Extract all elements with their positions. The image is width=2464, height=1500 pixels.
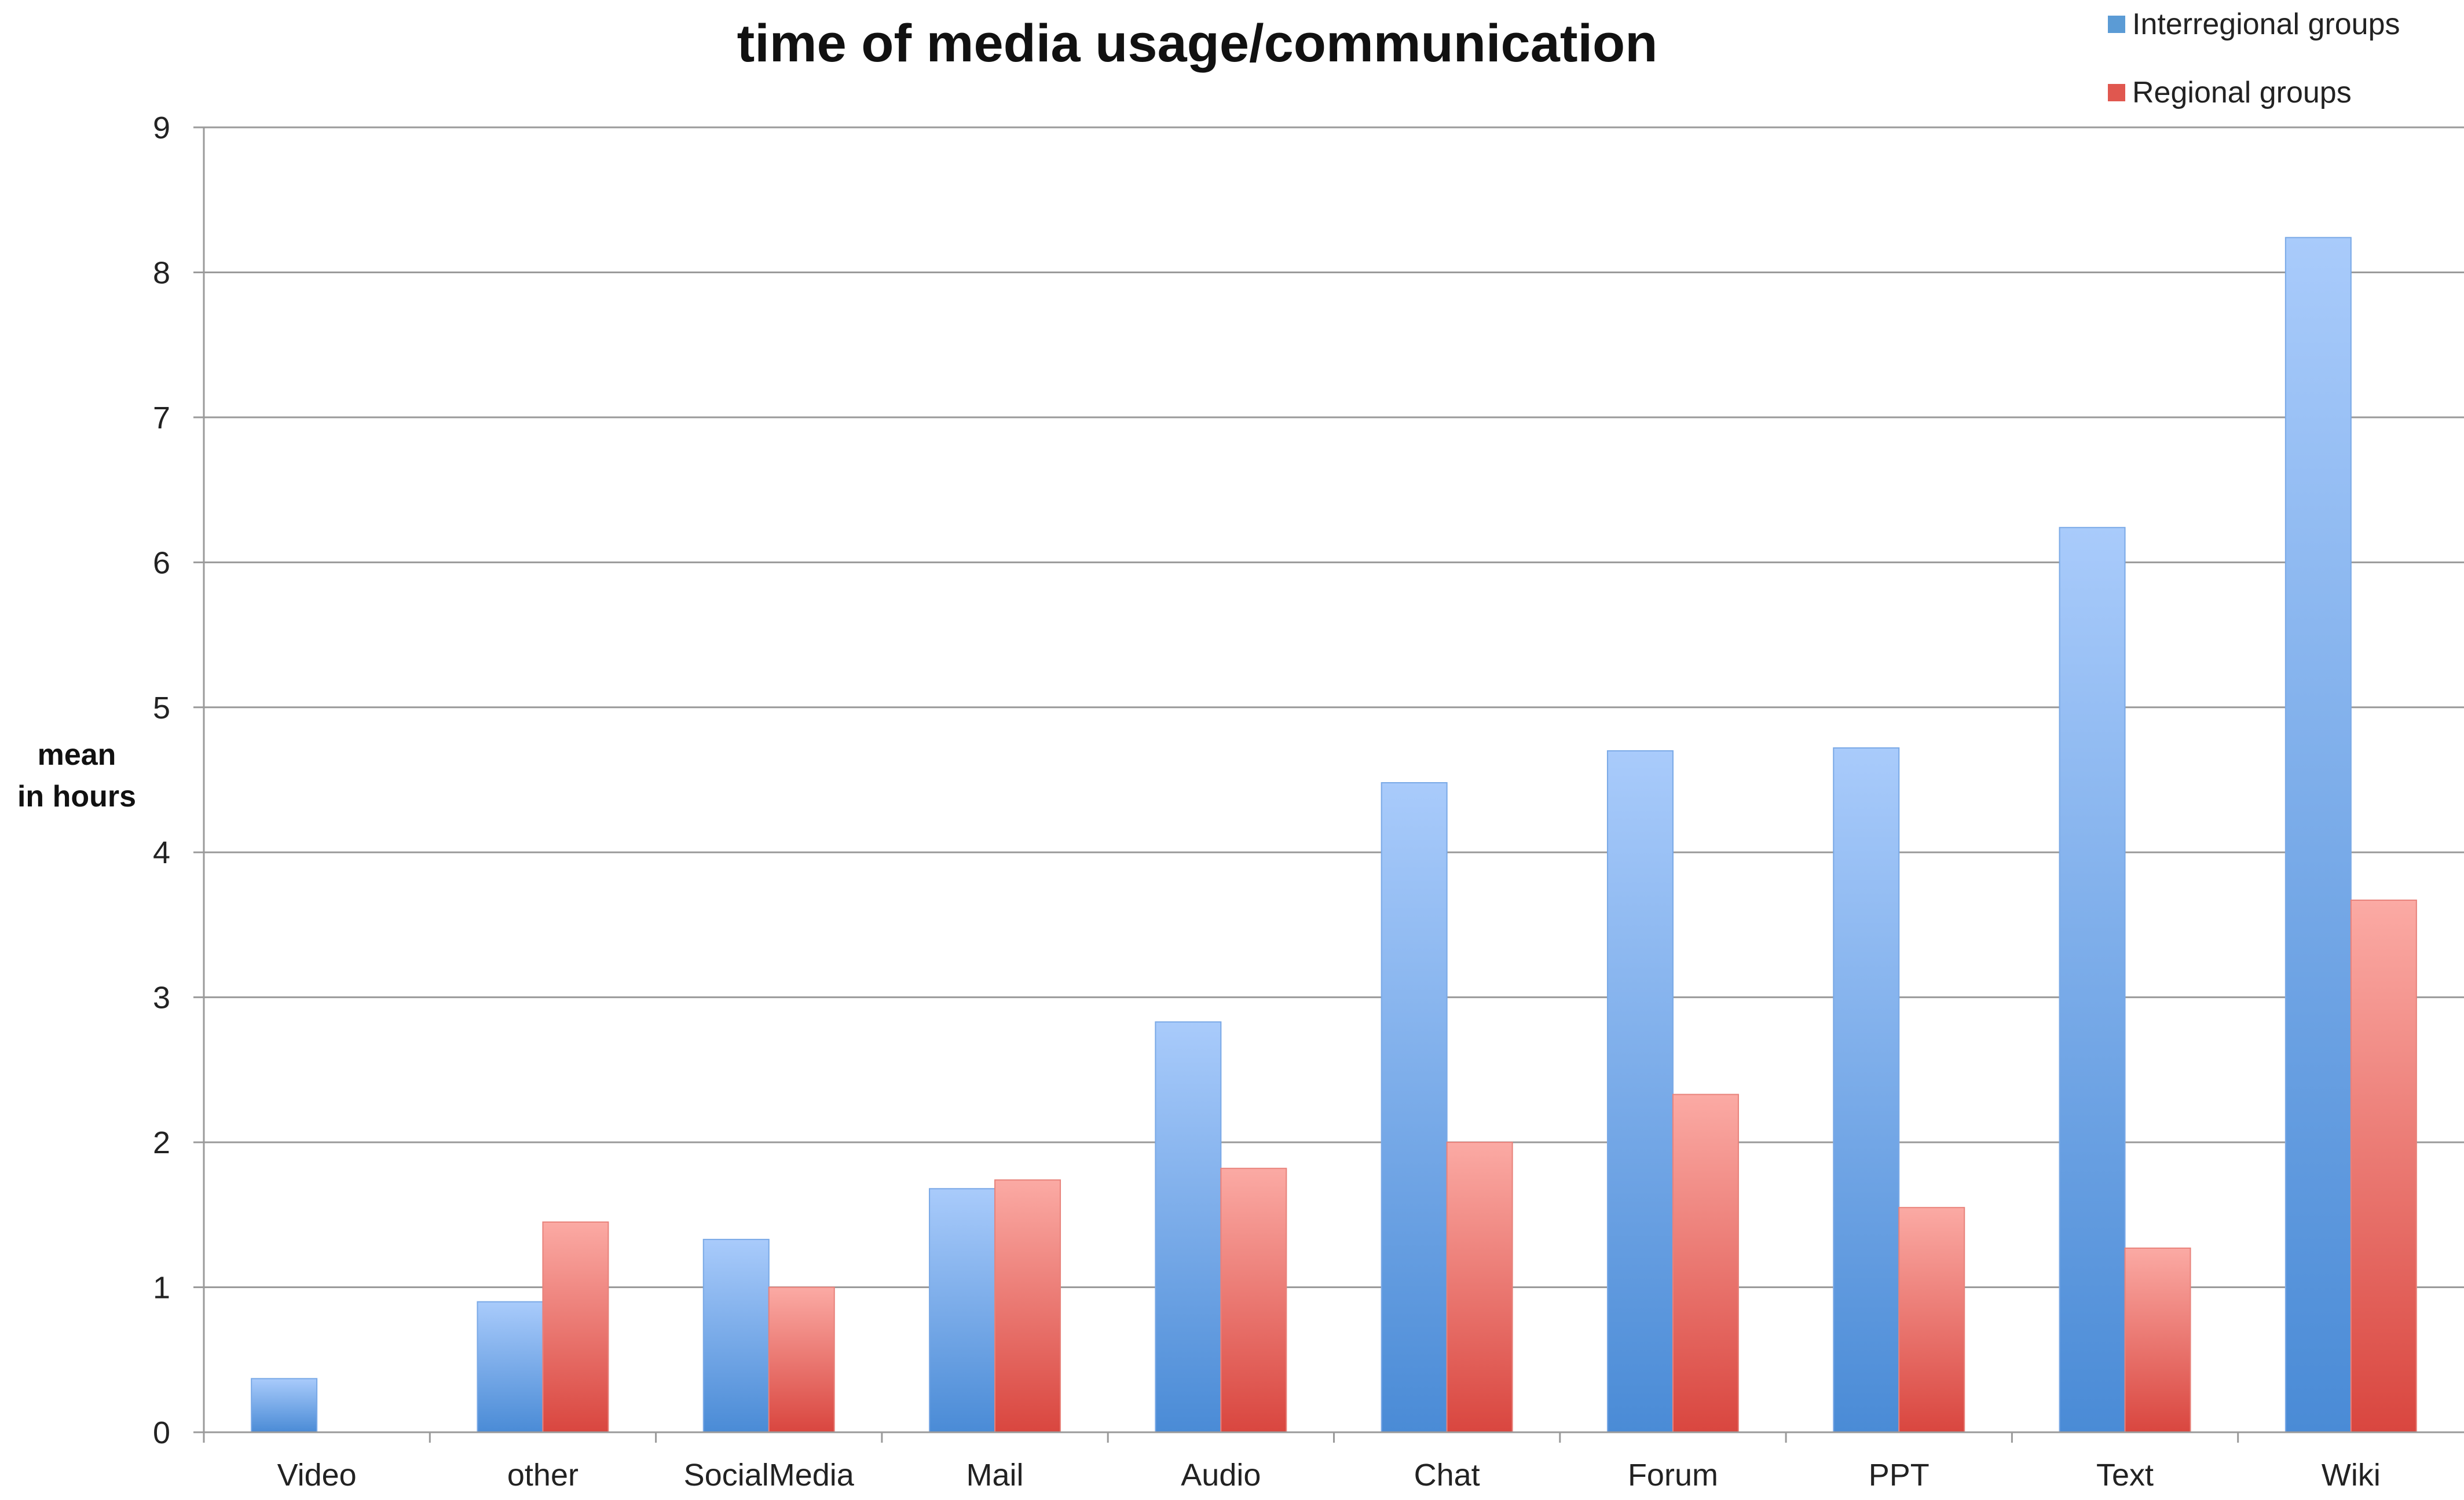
x-tick-label: Audio xyxy=(1181,1458,1261,1492)
bar-chat-interregional xyxy=(1381,782,1448,1433)
bar-mail-interregional xyxy=(929,1188,996,1433)
bar-socialmedia-regional xyxy=(768,1286,835,1433)
bar-forum-regional xyxy=(1672,1094,1739,1433)
x-tick-label: SocialMedia xyxy=(684,1458,855,1492)
y-axis-label-line-1: mean xyxy=(37,738,116,772)
y-tick-label: 3 xyxy=(153,981,170,1015)
bar-wiki-interregional xyxy=(2284,237,2352,1433)
bar-text-regional xyxy=(2124,1247,2191,1433)
y-tick-label: 6 xyxy=(153,545,170,580)
y-tick-label: 9 xyxy=(153,111,170,145)
y-tick-label: 7 xyxy=(153,401,170,435)
x-tick-label: Forum xyxy=(1628,1458,1718,1492)
x-tick-label: Text xyxy=(2096,1458,2154,1492)
y-tick-label: 1 xyxy=(153,1271,170,1305)
legend-label-regional: Regional groups xyxy=(2132,76,2352,109)
bar-wiki-regional xyxy=(2350,899,2417,1433)
bar-other-regional xyxy=(542,1221,609,1433)
bar-text-interregional xyxy=(2059,527,2126,1433)
y-tick-label: 2 xyxy=(153,1125,170,1160)
y-axis-label-line-2: in hours xyxy=(17,780,137,813)
y-tick-label: 5 xyxy=(153,691,170,725)
bars xyxy=(251,237,2417,1433)
y-axis-label: mean in hours xyxy=(0,734,153,817)
y-tick-label: 4 xyxy=(153,835,170,870)
bar-socialmedia-interregional xyxy=(702,1238,770,1433)
bar-ppt-interregional xyxy=(1833,747,1900,1433)
y-tick-label: 0 xyxy=(153,1415,170,1450)
bar-other-interregional xyxy=(477,1301,544,1433)
x-tick-label: Mail xyxy=(966,1458,1024,1492)
x-tick-label: Wiki xyxy=(2322,1458,2381,1492)
legend-swatch-regional xyxy=(2108,84,2125,101)
axes: 0 1 2 3 4 5 6 7 8 9 Video other SocialMedia Mail Audio… xyxy=(153,111,2464,1492)
x-tick-label: Chat xyxy=(1414,1458,1480,1492)
legend-item-interregional: Interregional groups xyxy=(2108,7,2400,42)
x-tick-label: other xyxy=(507,1458,579,1492)
y-tick-label: 8 xyxy=(153,255,170,290)
legend-item-regional: Regional groups xyxy=(2108,75,2352,110)
bar-chat-regional xyxy=(1446,1142,1513,1433)
bar-mail-regional xyxy=(994,1179,1061,1433)
chart-title: time of media usage/communication xyxy=(737,13,1658,73)
bar-video-interregional xyxy=(251,1378,318,1433)
bar-forum-interregional xyxy=(1606,750,1674,1433)
legend: Interregional groups Regional groups xyxy=(2108,0,2455,122)
bar-audio-regional xyxy=(1220,1168,1287,1433)
bar-ppt-regional xyxy=(1898,1206,1965,1433)
x-tick-label: PPT xyxy=(1869,1458,1930,1492)
bar-audio-interregional xyxy=(1155,1021,1222,1433)
legend-label-interregional: Interregional groups xyxy=(2132,8,2400,41)
legend-swatch-interregional xyxy=(2108,16,2125,33)
x-tick-label: Video xyxy=(277,1458,357,1492)
